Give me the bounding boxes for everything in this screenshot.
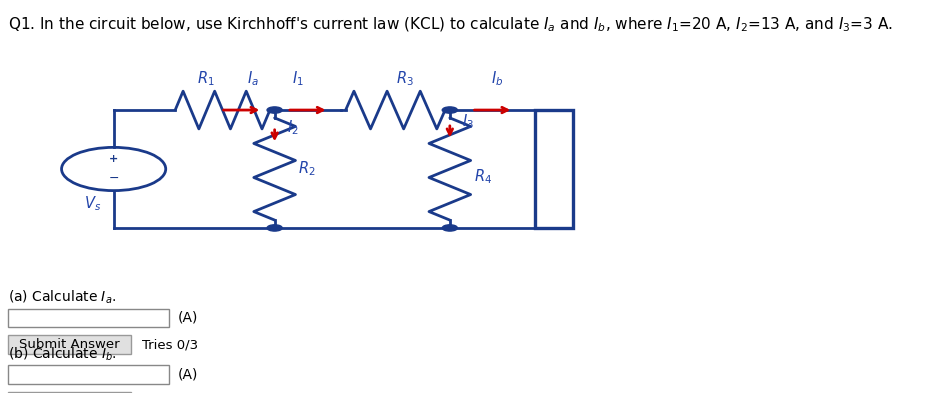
Circle shape <box>267 107 282 113</box>
Bar <box>8 309 169 327</box>
Text: Q1. In the circuit below, use Kirchhoff's current law (KCL) to calculate $\mathi: Q1. In the circuit below, use Kirchhoff'… <box>8 16 892 34</box>
Text: $\mathit{R_2}$: $\mathit{R_2}$ <box>298 160 316 178</box>
Text: −: − <box>108 172 119 185</box>
Text: $\mathit{I_a}$: $\mathit{I_a}$ <box>247 70 259 88</box>
Circle shape <box>442 225 457 231</box>
Text: $\mathit{R_4}$: $\mathit{R_4}$ <box>474 167 491 186</box>
Text: $\mathit{I_3}$: $\mathit{I_3}$ <box>462 112 474 131</box>
Bar <box>535 110 573 228</box>
Text: (a) Calculate $\mathit{I_a}$.: (a) Calculate $\mathit{I_a}$. <box>8 289 116 306</box>
Circle shape <box>442 107 457 113</box>
Text: $\mathit{I_1}$: $\mathit{I_1}$ <box>293 70 304 88</box>
Text: $\mathit{R_3}$: $\mathit{R_3}$ <box>396 70 414 88</box>
Text: Tries 0/3: Tries 0/3 <box>142 338 198 351</box>
Text: (A): (A) <box>178 368 199 382</box>
Text: $\mathit{V_s}$: $\mathit{V_s}$ <box>84 195 101 213</box>
Bar <box>8 392 131 393</box>
Text: $\mathit{I_2}$: $\mathit{I_2}$ <box>287 118 298 137</box>
Text: Submit Answer: Submit Answer <box>19 338 119 351</box>
Text: $\mathit{I_b}$: $\mathit{I_b}$ <box>491 70 504 88</box>
Text: (A): (A) <box>178 311 199 325</box>
Text: (b) Calculate $\mathit{I_b}$.: (b) Calculate $\mathit{I_b}$. <box>8 346 116 363</box>
Circle shape <box>267 225 282 231</box>
Text: +: + <box>109 154 118 164</box>
Bar <box>8 365 169 384</box>
Text: $\mathit{R_1}$: $\mathit{R_1}$ <box>197 70 214 88</box>
Bar <box>8 335 131 354</box>
